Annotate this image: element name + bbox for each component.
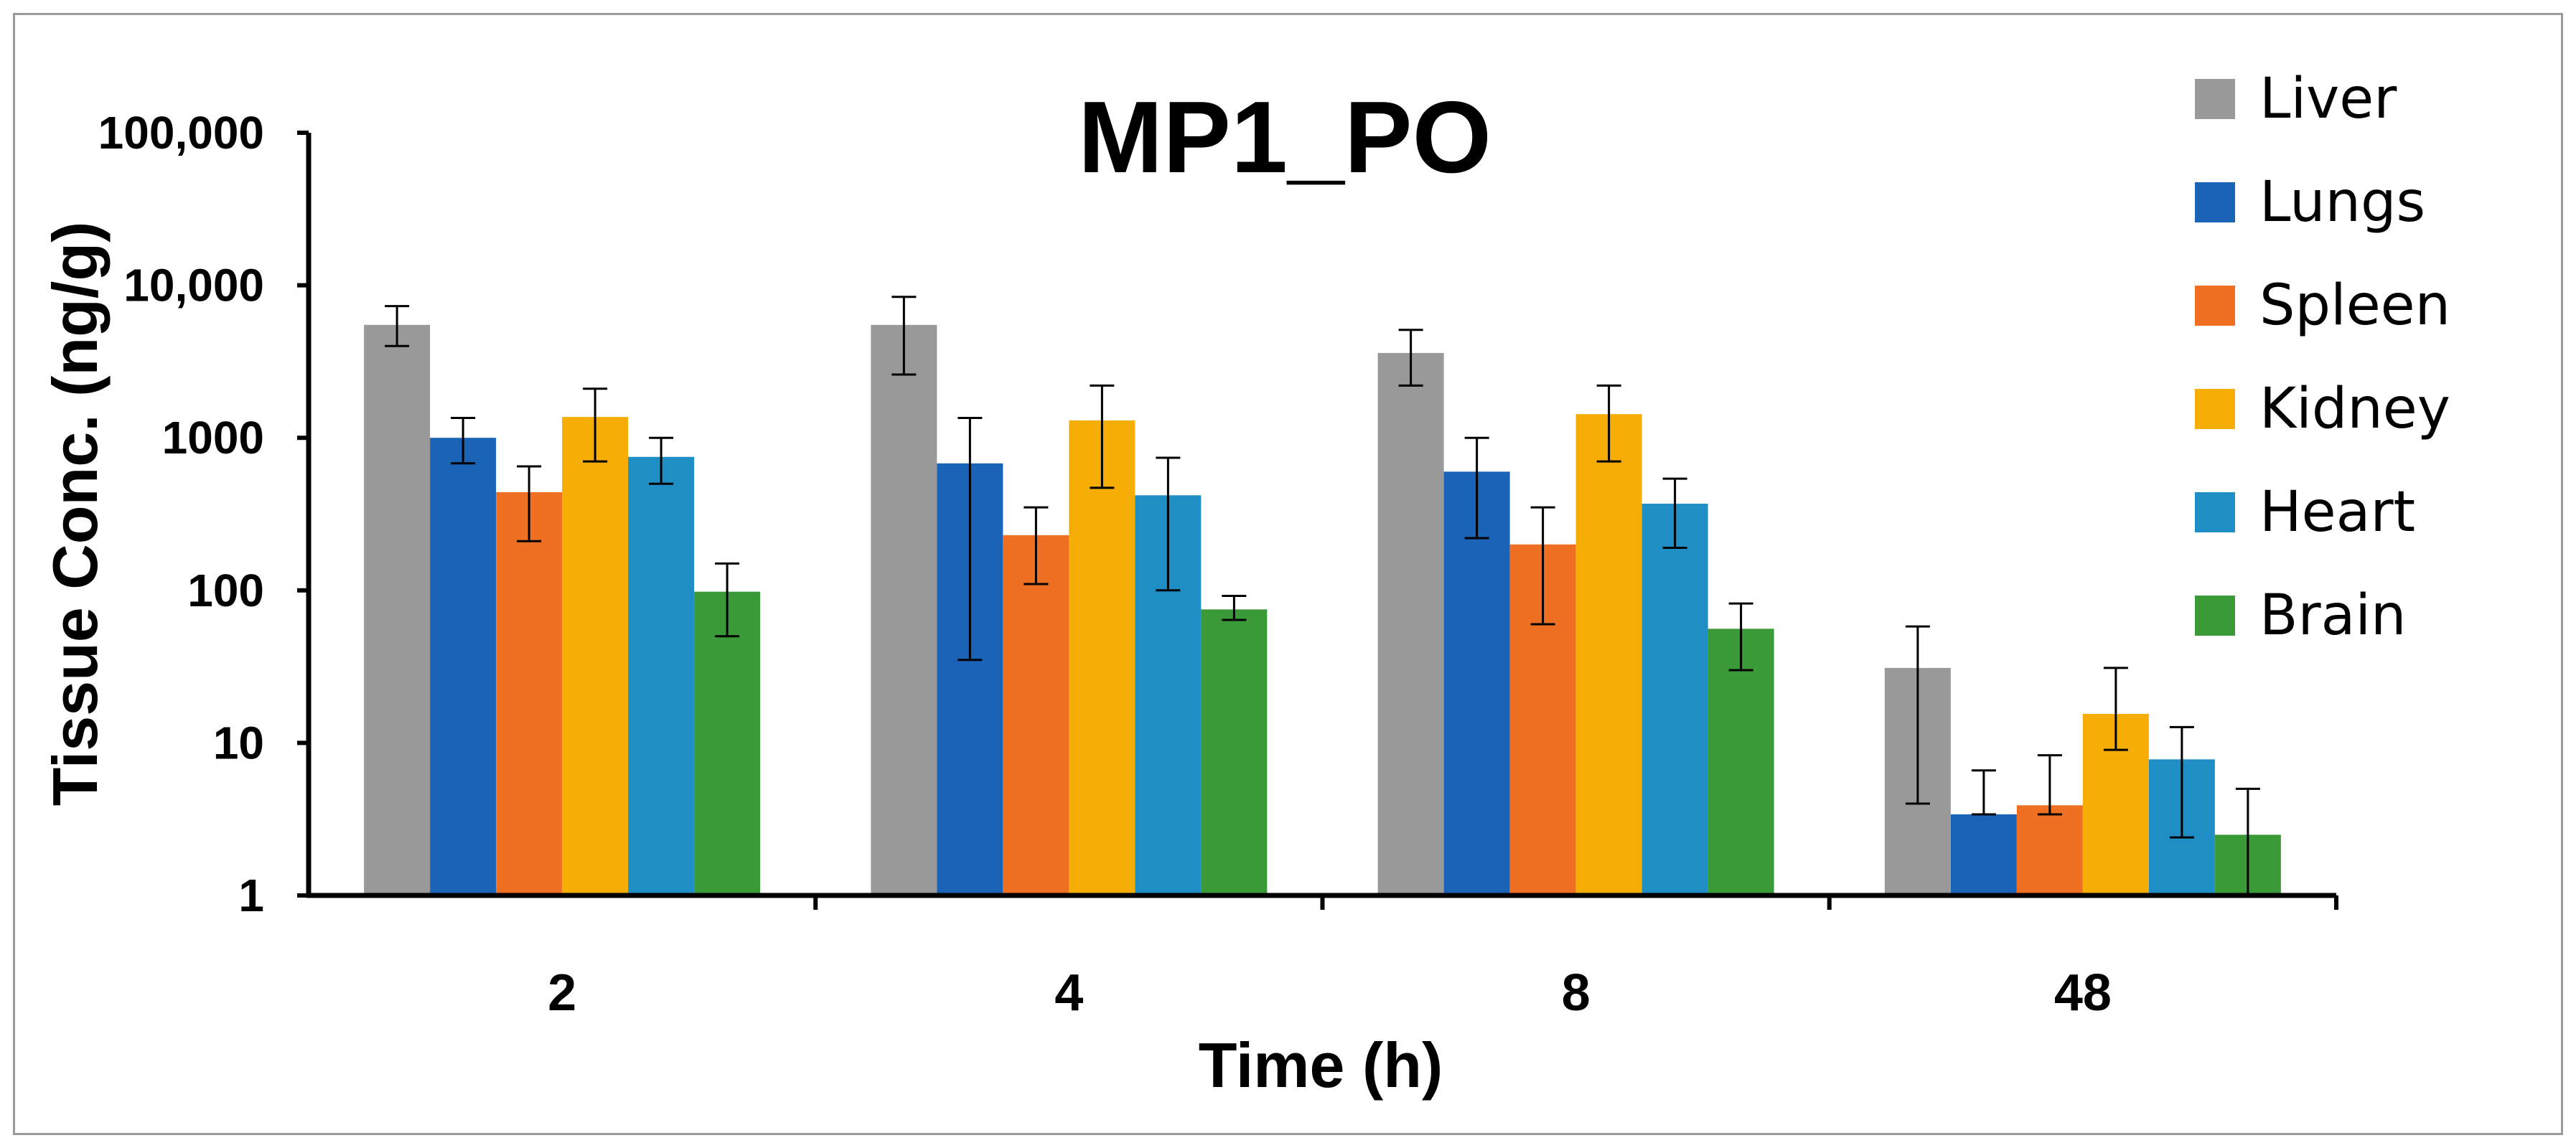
legend-swatch: [2195, 79, 2235, 119]
error-bar-kidney-48: [2103, 667, 2128, 751]
bar-kidney-4: [1069, 420, 1135, 895]
bar-brain-8: [1708, 629, 1774, 895]
y-tick-label: 10,000: [123, 260, 264, 311]
bar-lungs-8: [1443, 471, 1510, 895]
bar-brain-4: [1201, 609, 1268, 895]
bar-series-group: [364, 324, 2281, 896]
bar-liver-8: [1377, 352, 1444, 896]
error-bar-spleen-48: [2037, 754, 2062, 816]
error-bar-brain-8: [1728, 602, 1753, 672]
legend-swatch: [2195, 286, 2235, 326]
x-tick-label: 48: [2054, 964, 2112, 1022]
y-tick-label: 10: [213, 717, 264, 768]
legend-item-spleen: Spleen: [2195, 273, 2450, 338]
bar-heart-2: [628, 456, 695, 895]
bar-heart-8: [1641, 504, 1708, 895]
error-bar-lungs-4: [957, 416, 983, 662]
error-bar-lungs-8: [1464, 436, 1489, 540]
error-bar-liver-4: [891, 296, 917, 376]
legend-label: Liver: [2259, 67, 2397, 131]
x-tick-label: 2: [548, 964, 576, 1022]
error-bar-brain-4: [1222, 594, 1247, 621]
legend-item-liver: Liver: [2195, 67, 2397, 131]
legend-item-heart: Heart: [2195, 480, 2415, 545]
y-tick-label: 100,000: [98, 107, 264, 159]
legend-label: Lungs: [2259, 170, 2425, 235]
x-tick-label: 4: [1054, 964, 1083, 1022]
error-bar-liver-48: [1905, 625, 1930, 805]
bar-spleen-4: [1003, 535, 1069, 895]
x-axis-ticks: 2 4 8 48: [548, 895, 2338, 1022]
legend-label: Brain: [2259, 583, 2406, 648]
error-bar-spleen-8: [1530, 506, 1555, 626]
bar-lungs-2: [430, 438, 497, 895]
legend: Liver Lungs Spleen Kidney Heart Brain: [2195, 67, 2450, 648]
bar-spleen-2: [496, 492, 563, 895]
error-bar-heart-48: [2169, 725, 2194, 839]
legend-item-kidney: Kidney: [2195, 377, 2450, 441]
error-bar-lungs-2: [451, 416, 476, 465]
bar-liver-2: [364, 324, 431, 895]
error-bar-kidney-8: [1596, 384, 1621, 463]
legend-swatch: [2195, 182, 2235, 222]
bar-brain-2: [694, 591, 761, 895]
legend-swatch: [2195, 492, 2235, 532]
legend-item-lungs: Lungs: [2195, 170, 2425, 235]
y-axis-ticks: 1 10 100 1000 10,000 100,000: [98, 107, 309, 921]
error-bar-kidney-4: [1090, 384, 1115, 489]
error-bar-brain-2: [715, 562, 740, 638]
error-bar-heart-4: [1156, 456, 1181, 592]
error-bars-group: [385, 296, 2260, 897]
chart-title: MP1_PO: [1078, 80, 1491, 194]
error-bar-spleen-2: [517, 465, 542, 542]
legend-label: Spleen: [2259, 273, 2450, 338]
error-bar-heart-2: [649, 436, 674, 485]
bar-kidney-2: [562, 417, 629, 895]
legend-swatch: [2195, 389, 2235, 429]
error-bar-spleen-4: [1024, 506, 1049, 585]
error-bar-heart-8: [1662, 477, 1687, 550]
error-bar-liver-2: [385, 305, 410, 347]
y-tick-label: 1: [238, 870, 264, 921]
x-tick-label: 8: [1562, 964, 1591, 1022]
bar-spleen-48: [2016, 805, 2083, 895]
error-bar-liver-8: [1398, 329, 1423, 387]
legend-label: Kidney: [2259, 377, 2450, 441]
legend-item-brain: Brain: [2195, 583, 2406, 648]
y-axis-label: Tissue Conc. (ng/g): [39, 222, 111, 806]
error-bar-kidney-2: [583, 387, 608, 463]
bar-kidney-8: [1575, 414, 1642, 895]
y-tick-label: 100: [187, 565, 264, 616]
bar-liver-4: [871, 324, 937, 895]
bar-lungs-48: [1950, 814, 2017, 895]
x-axis-label: Time (h): [1199, 1030, 1443, 1101]
legend-label: Heart: [2259, 480, 2415, 545]
y-tick-label: 1000: [162, 412, 264, 464]
error-bar-lungs-48: [1971, 769, 1996, 816]
legend-swatch: [2195, 596, 2235, 636]
